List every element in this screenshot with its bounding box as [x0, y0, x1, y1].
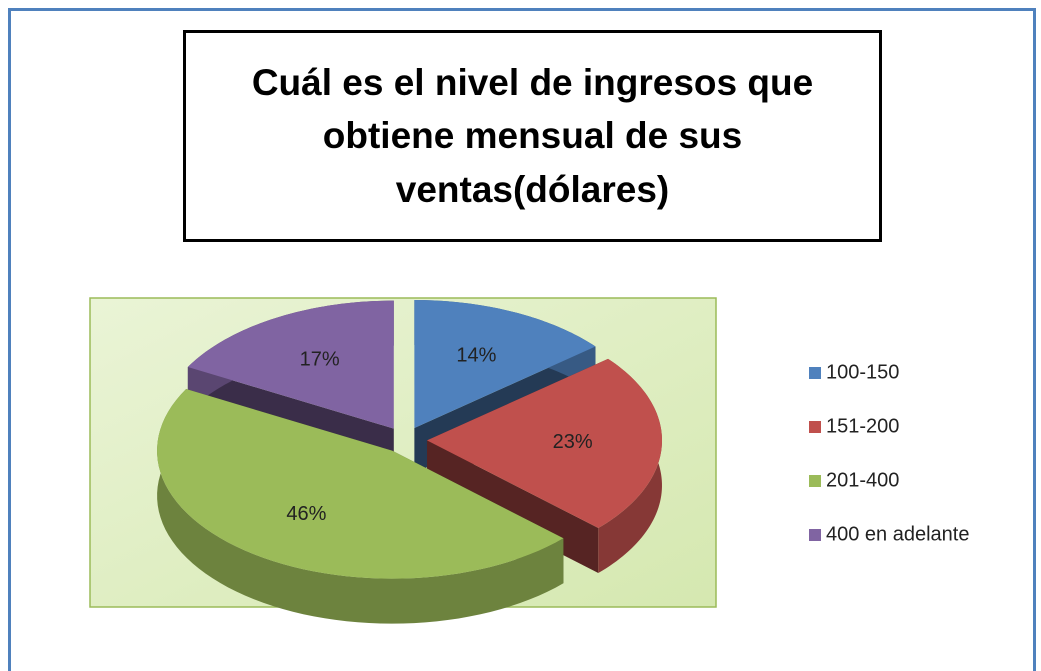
- slice-wall: [157, 389, 564, 624]
- pie-slice: [187, 300, 394, 429]
- pie-slice: [414, 300, 596, 429]
- pie-slice: [426, 358, 662, 529]
- data-label: 46%: [286, 503, 326, 525]
- chart-title: Cuál es el nivel de ingresos que obtiene…: [251, 61, 814, 210]
- legend-swatch: [809, 421, 821, 433]
- legend-label: 201-400: [826, 469, 899, 491]
- data-label: 17%: [300, 349, 340, 371]
- data-label: 14%: [456, 345, 496, 367]
- frame: [8, 8, 1036, 671]
- legend-swatch: [809, 475, 821, 487]
- legend-swatch: [809, 367, 821, 379]
- title-box: Cuál es el nivel de ingresos que obtiene…: [183, 30, 882, 242]
- data-label: 23%: [553, 431, 593, 453]
- legend-label: 100-150: [826, 361, 899, 383]
- legend-swatch: [809, 529, 821, 541]
- legend-label: 400 en adelante: [826, 523, 969, 545]
- legend-label: 151-200: [826, 415, 899, 437]
- pie-slice: [157, 389, 564, 579]
